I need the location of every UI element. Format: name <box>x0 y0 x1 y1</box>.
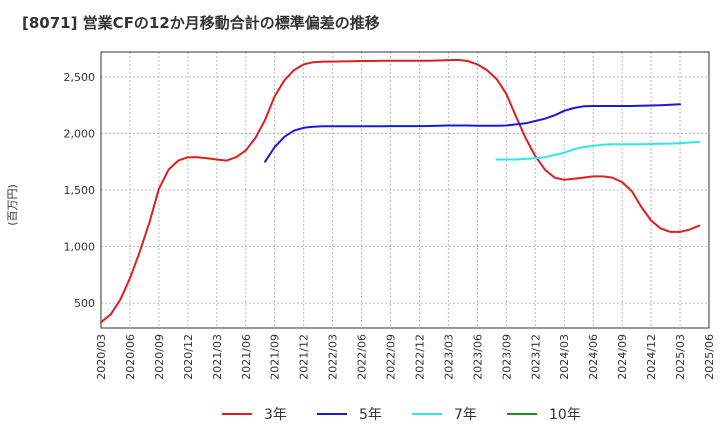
x-tick-label: 2020/03 <box>95 334 108 380</box>
legend: 3年 5年 7年 10年 <box>222 407 581 423</box>
x-tick-label: 2025/03 <box>674 334 687 380</box>
x-tick-label: 2020/06 <box>124 334 137 380</box>
y-tick-label: 500 <box>74 297 95 310</box>
x-tick-label: 2024/12 <box>645 334 658 380</box>
series-line-7年 <box>495 140 701 161</box>
x-tick-label: 2022/12 <box>413 334 426 380</box>
x-tick-label: 2021/09 <box>269 334 282 380</box>
y-axis-title: (百万円) <box>6 184 19 226</box>
x-tick-label: 2023/12 <box>529 334 542 380</box>
series-line-5年 <box>264 103 681 163</box>
y-tick-label: 1,500 <box>64 184 96 197</box>
x-tick-label: 2021/12 <box>298 334 311 380</box>
y-tick-label: 2,000 <box>64 127 96 140</box>
x-tick-label: 2024/06 <box>587 334 600 380</box>
legend-label: 7年 <box>454 407 477 423</box>
y-tick-label: 2,500 <box>64 71 96 84</box>
x-tick-label: 2022/03 <box>327 334 340 380</box>
x-tick-label: 2022/09 <box>385 334 398 380</box>
x-tick-label: 2022/06 <box>356 334 369 380</box>
x-tick-label: 2024/09 <box>616 334 629 380</box>
series-lines <box>100 58 701 324</box>
legend-label: 10年 <box>549 407 581 423</box>
chart-title: [8071] 営業CFの12か月移動合計の標準偏差の推移 <box>22 14 380 32</box>
x-tick-label: 2021/03 <box>211 334 224 380</box>
x-tick-label: 2023/06 <box>471 334 484 380</box>
x-tick-label: 2020/12 <box>182 334 195 380</box>
grid-lines <box>100 52 710 328</box>
plot-area <box>100 51 710 329</box>
legend-label: 5年 <box>359 407 382 423</box>
series-line-3年 <box>100 58 701 324</box>
y-tick-label: 1,000 <box>64 241 96 254</box>
x-tick-label: 2025/06 <box>703 334 716 380</box>
y-axis-ticks: 500 1,000 1,500 2,000 2,500 <box>64 71 96 310</box>
x-tick-label: 2020/09 <box>153 334 166 380</box>
x-tick-label: 2023/03 <box>442 334 455 380</box>
legend-label: 3年 <box>264 407 287 423</box>
x-tick-label: 2023/09 <box>500 334 513 380</box>
x-axis-ticks: 2020/03 2020/06 2020/09 2020/12 2021/03 2021/… <box>95 334 716 380</box>
x-tick-label: 2021/06 <box>240 334 253 380</box>
x-tick-label: 2024/03 <box>558 334 571 380</box>
